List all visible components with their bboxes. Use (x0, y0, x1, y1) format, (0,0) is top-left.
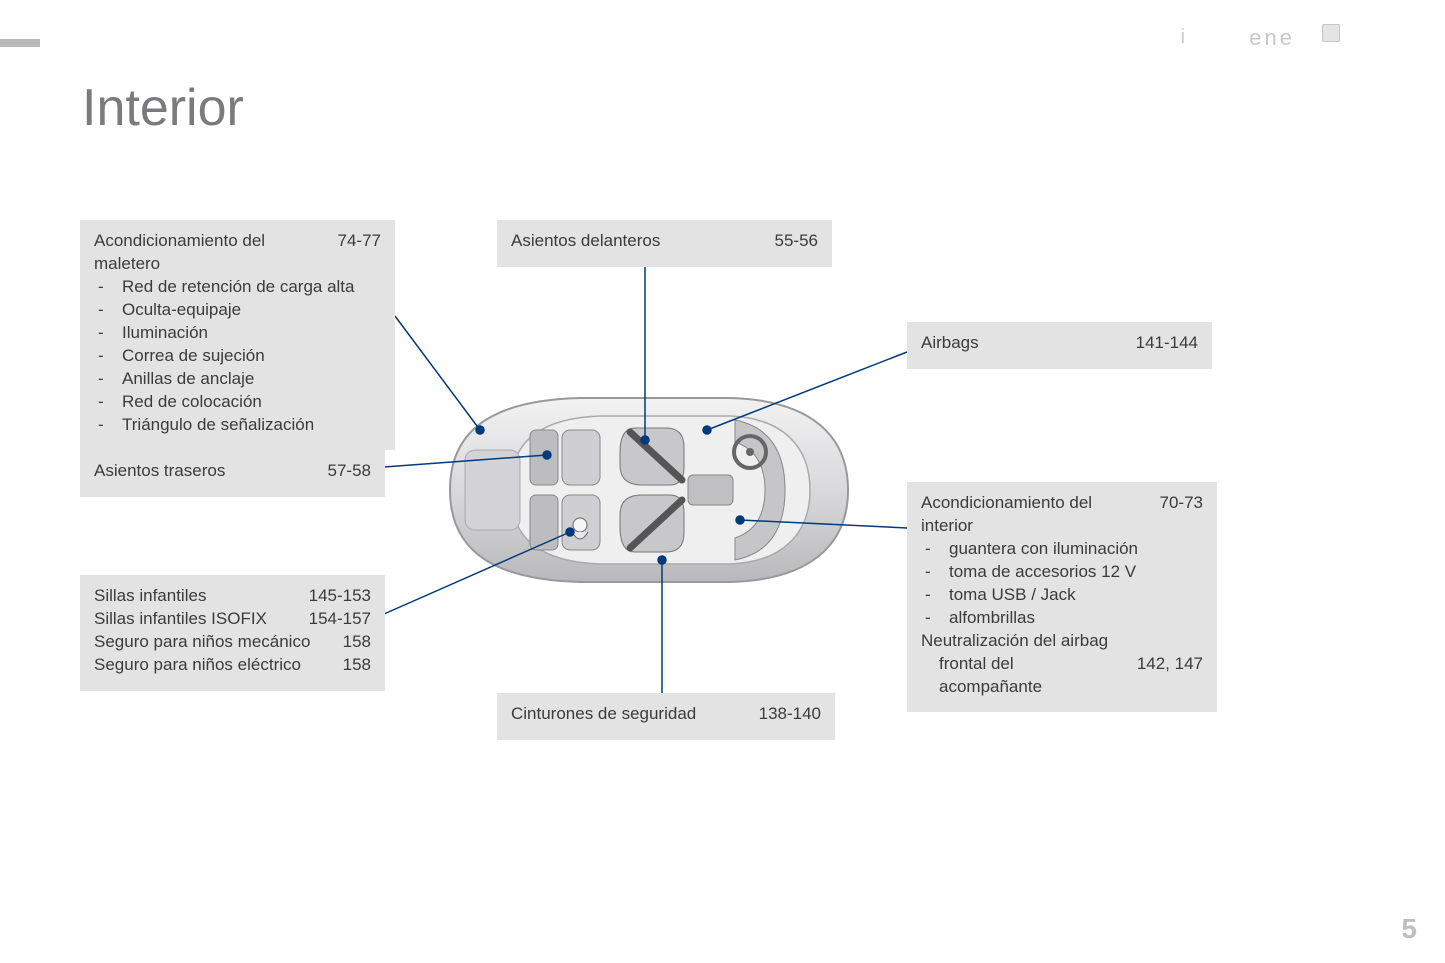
delanteros-label: Asientos delanteros (511, 230, 755, 253)
intcond-sub-2: toma USB / Jack (949, 584, 1203, 607)
maletero-sub-0: Red de retención de carga alta (122, 276, 381, 299)
maletero-sub-1: Oculta-equipaje (122, 299, 381, 322)
sillas-2-pages: 158 (323, 631, 371, 654)
maletero-sub-3: Correa de sujeción (122, 345, 381, 368)
callout-asientos-traseros: Asientos traseros 57-58 (80, 450, 385, 497)
callout-cinturones: Cinturones de seguridad 138-140 (497, 693, 835, 740)
intcond-label: Acondicionamiento del interior (921, 492, 1140, 538)
intcond-extra-1-label: frontal del acompañante (921, 653, 1117, 699)
callout-maletero: Acondicionamiento del maletero 74-77 -Re… (80, 220, 395, 450)
callout-sillas: Sillas infantiles145-153 Sillas infantil… (80, 575, 385, 691)
callout-asientos-delanteros: Asientos delanteros 55-56 (497, 220, 832, 267)
sillas-3-pages: 158 (323, 654, 371, 677)
callout-interior-cond: Acondicionamiento del interior 70-73 -gu… (907, 482, 1217, 712)
traseros-label: Asientos traseros (94, 460, 308, 483)
cinturones-label: Cinturones de seguridad (511, 703, 739, 726)
intcond-sub-0: guantera con iluminación (949, 538, 1203, 561)
intcond-pages: 70-73 (1140, 492, 1203, 515)
sillas-2-label: Seguro para niños mecánico (94, 631, 323, 654)
sillas-1-label: Sillas infantiles ISOFIX (94, 608, 289, 631)
sillas-0-label: Sillas infantiles (94, 585, 289, 608)
maletero-sub-2: Iluminación (122, 322, 381, 345)
airbags-label: Airbags (921, 332, 1116, 355)
maletero-pages: 74-77 (318, 230, 381, 253)
page-number: 5 (1401, 913, 1417, 945)
cinturones-pages: 138-140 (739, 703, 821, 726)
sillas-3-label: Seguro para niños eléctrico (94, 654, 323, 677)
sillas-1-pages: 154-157 (289, 608, 371, 631)
airbags-pages: 141-144 (1116, 332, 1198, 355)
intcond-sub-1: toma de accesorios 12 V (949, 561, 1203, 584)
traseros-pages: 57-58 (308, 460, 371, 483)
sillas-0-pages: 145-153 (289, 585, 371, 608)
maletero-sub-6: Triángulo de señalización (122, 414, 381, 437)
maletero-label: Acondicionamiento del maletero (94, 230, 318, 276)
intcond-sub-3: alfombrillas (949, 607, 1203, 630)
maletero-sub-4: Anillas de anclaje (122, 368, 381, 391)
intcond-extra-1-pages: 142, 147 (1117, 653, 1203, 676)
intcond-extra-0: Neutralización del airbag (921, 630, 1203, 653)
maletero-sub-5: Red de colocación (122, 391, 381, 414)
callout-airbags: Airbags 141-144 (907, 322, 1212, 369)
delanteros-pages: 55-56 (755, 230, 818, 253)
